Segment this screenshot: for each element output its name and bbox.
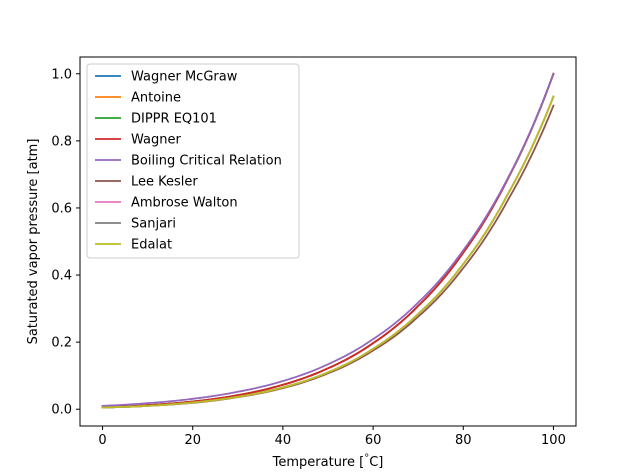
x-tick-label: 60 [365,433,382,448]
y-axis-ticks: 0.0 0.2 0.4 0.6 0.8 1.0 [51,67,80,418]
series-line-edalat [101,95,555,409]
legend-label: Antoine [131,91,181,106]
plot-lines [101,72,555,409]
legend-label: Boiling Critical Relation [131,154,282,169]
x-tick-label: 80 [455,433,472,448]
legend-item-lee-kesler: Lee Kesler [95,175,198,190]
y-tick-label: 1.0 [51,67,72,82]
plot-area-frame [79,56,577,427]
y-tick-label: 0.8 [51,134,72,149]
x-tick-label: 0 [98,433,106,448]
legend-item-dippr-eq101: DIPPR EQ101 [95,112,217,127]
x-axis-label: Temperature [°C] [272,453,384,470]
legend-item-ambrose-walton: Ambrose Walton [95,196,238,211]
legend-item-edalat: Edalat [95,238,172,253]
y-tick-label: 0.0 [51,403,72,418]
y-axis-label: Saturated vapor pressure [atm] [26,139,41,345]
legend-item-boiling-critical-relation: Boiling Critical Relation [95,154,282,169]
legend-label: DIPPR EQ101 [131,112,217,127]
legend-item-antoine: Antoine [95,91,181,106]
y-tick-label: 0.4 [51,269,72,284]
legend-item-wagner: Wagner [95,133,181,148]
legend-label: Lee Kesler [131,175,198,190]
x-axis-ticks: 0 20 40 60 80 100 [98,426,566,448]
y-tick-label: 0.6 [51,201,72,216]
legend-box [86,63,300,259]
legend-item-wagner-mcgraw: Wagner McGraw [95,70,238,85]
y-tick-label: 0.2 [51,336,72,351]
series-line-boiling-critical-relation [101,72,555,407]
legend-label: Ambrose Walton [131,196,238,211]
legend: Wagner McGraw Antoine DIPPR EQ101 Wagner Boi… [86,63,300,259]
legend-item-sanjari: Sanjari [95,217,176,232]
x-tick-label: 100 [541,433,566,448]
x-tick-label: 40 [275,433,292,448]
legend-label: Wagner McGraw [131,70,238,85]
legend-label: Sanjari [131,217,176,232]
x-tick-label: 20 [184,433,201,448]
legend-entries: Wagner McGraw Antoine DIPPR EQ101 Wagner Boi… [95,70,282,253]
legend-label: Edalat [131,238,172,253]
legend-label: Wagner [131,133,181,148]
x-axis-label-degree: ° [364,453,369,464]
